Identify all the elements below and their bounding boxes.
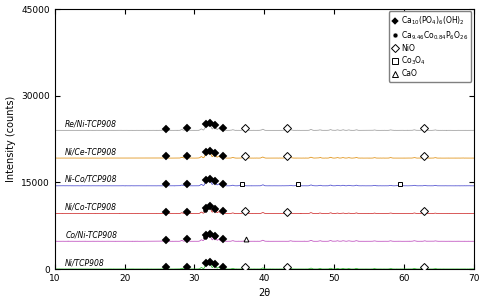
Text: Re/Ni-TCP908: Re/Ni-TCP908 xyxy=(65,119,117,128)
X-axis label: 2θ: 2θ xyxy=(257,288,270,299)
Text: Ni/TCP908: Ni/TCP908 xyxy=(65,258,105,267)
Text: Ni/Ce-TCP908: Ni/Ce-TCP908 xyxy=(65,147,117,156)
Text: Ni/Co-TCP908: Ni/Co-TCP908 xyxy=(65,202,117,212)
Text: Ni-Co/TCP908: Ni-Co/TCP908 xyxy=(65,175,118,184)
Legend: Ca$_{10}$(PO$_4$)$_6$(OH)$_2$, Ca$_{9.46}$Co$_{0.84}$P$_6$O$_{26}$, NiO, Co$_3$O: Ca$_{10}$(PO$_4$)$_6$(OH)$_2$, Ca$_{9.46… xyxy=(388,11,470,81)
Y-axis label: Intensity (counts): Intensity (counts) xyxy=(5,96,15,182)
Text: Co/Ni-TCP908: Co/Ni-TCP908 xyxy=(65,230,117,239)
